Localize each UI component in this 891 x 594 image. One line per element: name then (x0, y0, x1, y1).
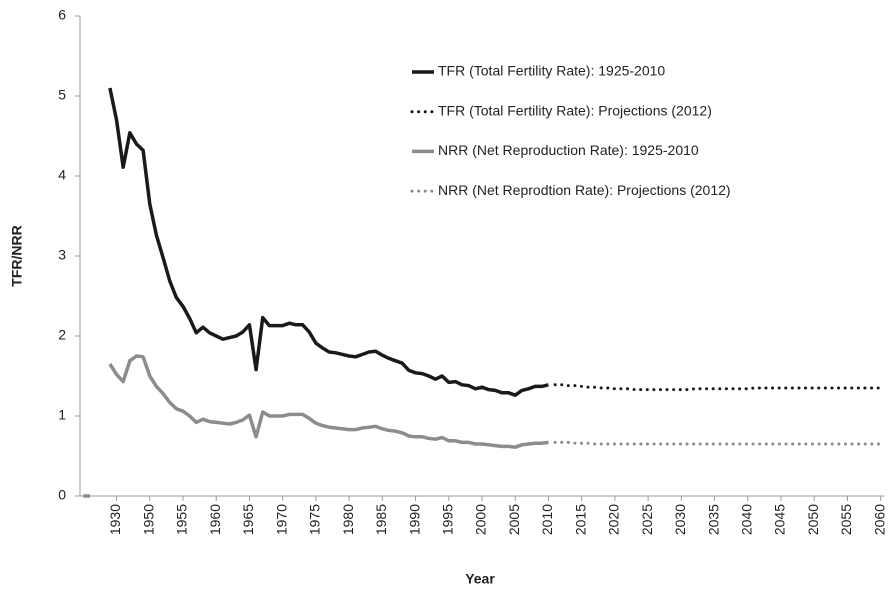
y-tick-label: 1 (58, 407, 66, 423)
y-tick-label: 2 (58, 327, 66, 343)
x-tick-label: 1990 (406, 504, 422, 535)
x-tick-label: 1950 (140, 504, 156, 535)
y-tick-label: 0 (58, 487, 66, 503)
x-tick-label: 2005 (506, 504, 522, 535)
x-tick-label: 1960 (207, 504, 223, 535)
legend-label: TFR (Total Fertility Rate): 1925-2010 (438, 63, 665, 79)
x-tick-label: 2010 (539, 504, 555, 535)
legend-label: NRR (Net Reprodtion Rate): Projections (… (438, 182, 731, 198)
x-tick-label: 1970 (273, 504, 289, 535)
x-tick-label: 1955 (174, 504, 190, 535)
x-axis-title: Year (465, 571, 495, 587)
y-tick-label: 5 (58, 87, 66, 103)
y-axis-title: TFR/NRR (9, 225, 25, 286)
x-tick-label: 2020 (606, 504, 622, 535)
y-tick-label: 6 (58, 7, 66, 23)
x-tick-label: 1965 (240, 504, 256, 535)
legend-label: TFR (Total Fertility Rate): Projections … (438, 102, 712, 118)
x-tick-label: 2015 (572, 504, 588, 535)
y-tick-label: 3 (58, 247, 66, 263)
x-tick-label: 1930 (107, 504, 123, 535)
x-tick-label: 1995 (439, 504, 455, 535)
x-tick-label: 2025 (639, 504, 655, 535)
line-2 (108, 354, 549, 449)
x-tick-label: 2030 (672, 504, 688, 535)
x-tick-label: 2045 (772, 504, 788, 535)
x-tick-label: 2060 (871, 504, 887, 535)
x-tick-label: 2000 (473, 504, 489, 535)
x-tick-label: 2040 (738, 504, 754, 535)
line-0 (108, 87, 549, 397)
x-tick-label: 2055 (838, 504, 854, 535)
x-tick-label: 1980 (340, 504, 356, 535)
x-tick-label: 2035 (705, 504, 721, 535)
x-tick-label: 2050 (805, 504, 821, 535)
y-tick-label: 4 (58, 167, 66, 183)
line-3 (553, 440, 883, 446)
line-1 (553, 383, 883, 392)
x-tick-label: 1985 (373, 504, 389, 535)
legend-label: NRR (Net Reproduction Rate): 1925-2010 (438, 142, 699, 158)
x-tick-label: 1975 (307, 504, 323, 535)
